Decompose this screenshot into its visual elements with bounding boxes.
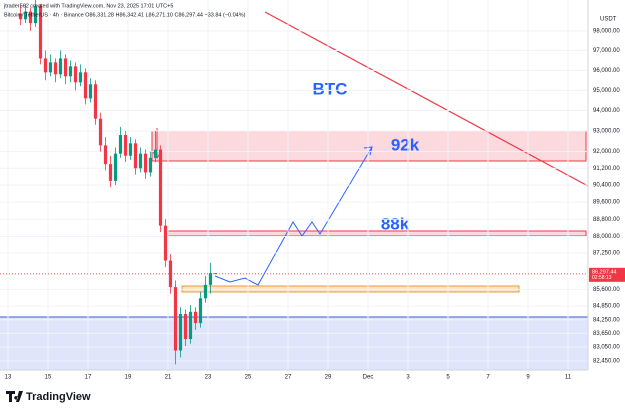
candle-body xyxy=(193,311,198,324)
projection-arrow xyxy=(363,146,373,156)
x-tick-label: 17 xyxy=(85,375,92,381)
x-tick-label: 25 xyxy=(245,375,252,381)
candle-body xyxy=(158,149,163,226)
x-tick-label: 27 xyxy=(285,375,292,381)
y-tick-label: 91,200.00 xyxy=(593,166,620,172)
candle-body xyxy=(88,84,93,99)
projection-path xyxy=(214,146,373,286)
last-price-label: 86,297.44 xyxy=(592,269,616,275)
y-tick-label: 95,000.00 xyxy=(593,88,620,94)
candle-body xyxy=(213,273,218,274)
plot xyxy=(0,0,588,370)
y-tick-label: 90,400.00 xyxy=(593,183,620,189)
candle-body xyxy=(168,260,173,288)
candle-body xyxy=(73,66,78,83)
candle-body xyxy=(63,58,68,77)
candle-body xyxy=(53,62,58,75)
resistance-zone xyxy=(167,230,587,237)
currency-label: USDT xyxy=(600,17,617,23)
chart-title: jtrader562 created with TradingView.com,… xyxy=(3,3,173,9)
x-tick-label: 3 xyxy=(406,375,410,381)
x-tick-label: 7 xyxy=(486,375,490,381)
y-tick-label: 88,000.00 xyxy=(593,234,620,240)
candle-body xyxy=(78,72,83,83)
candle-body xyxy=(188,311,193,340)
candle-body xyxy=(123,135,128,156)
last-price-tag xyxy=(589,267,625,282)
x-tick-label: 5 xyxy=(446,375,450,381)
candle-body xyxy=(128,143,133,156)
candle-body xyxy=(183,314,188,340)
candle-body xyxy=(93,84,98,119)
y-tick-label: 83,650.00 xyxy=(593,331,620,337)
y-tick-label: 85,600.00 xyxy=(593,287,620,293)
candle-body xyxy=(103,145,108,165)
candle-body xyxy=(148,157,153,173)
candle-body xyxy=(133,143,138,169)
candle-body xyxy=(143,153,148,173)
y-tick-label: 87,250.00 xyxy=(593,250,620,256)
candle-body xyxy=(38,5,43,59)
x-tick-label: 11 xyxy=(565,375,572,381)
y-tick-label: 88,800.00 xyxy=(593,217,620,223)
candle-body xyxy=(18,13,23,20)
y-tick-label: 89,600.00 xyxy=(593,200,620,206)
trend-line xyxy=(264,11,589,187)
candle-body xyxy=(203,284,208,299)
candle-body xyxy=(98,118,103,146)
candle-body xyxy=(58,58,63,75)
candle-body xyxy=(33,5,38,24)
brand-logo xyxy=(6,391,23,402)
x-tick-label: 15 xyxy=(45,375,52,381)
y-tick-label: 82,450.00 xyxy=(593,359,620,365)
y-tick-label: 94,000.00 xyxy=(593,108,620,114)
x-tick-label: 19 xyxy=(125,375,132,381)
x-tick-label: Dec xyxy=(363,375,374,381)
x-tick-label: 13 xyxy=(5,375,12,381)
y-tick-label: 97,000.00 xyxy=(593,48,620,54)
candle-body xyxy=(28,11,33,24)
candle-body xyxy=(173,287,178,351)
y-tick-label: 96,000.00 xyxy=(593,68,620,74)
brand-name: TradingView xyxy=(26,391,91,403)
y-tick-label: 98,000.00 xyxy=(593,29,620,35)
candle-body xyxy=(48,62,53,73)
time-axis xyxy=(0,370,625,385)
x-tick-label: 29 xyxy=(325,375,332,381)
annotation: 88k xyxy=(381,214,410,233)
candle-body xyxy=(153,149,158,158)
y-tick-label: 84,850.00 xyxy=(593,304,620,310)
candle-body xyxy=(208,273,213,285)
candle-body xyxy=(113,153,118,181)
chart-subtitle: Bitcoin / TetherUS · 4h · Binance O86,33… xyxy=(4,12,246,18)
y-tick-label: 93,000.00 xyxy=(593,129,620,135)
y-tick-label: 84,250.00 xyxy=(593,317,620,323)
countdown: 02:58:13 xyxy=(592,275,612,281)
price-axis xyxy=(588,0,625,385)
candle-body xyxy=(43,58,48,73)
resistance-zone xyxy=(151,130,587,162)
candle-body xyxy=(178,314,183,351)
candle-body xyxy=(23,11,28,20)
annotation: BTC xyxy=(313,79,348,98)
x-tick-label: 9 xyxy=(526,375,530,381)
candle-body xyxy=(83,72,88,99)
candle-body xyxy=(163,225,168,261)
y-tick-label: 92,000.00 xyxy=(593,149,620,155)
x-tick-label: 21 xyxy=(165,375,172,381)
candle-body xyxy=(138,153,143,169)
brand: TradingView xyxy=(6,391,91,403)
candle-body xyxy=(198,298,203,324)
x-tick-label: 23 xyxy=(205,375,212,381)
candle-body xyxy=(68,66,73,77)
annotation: 92k xyxy=(391,135,420,154)
candle-body xyxy=(118,135,123,154)
y-tick-label: 83,050.00 xyxy=(593,345,620,351)
candle-body xyxy=(108,164,113,181)
